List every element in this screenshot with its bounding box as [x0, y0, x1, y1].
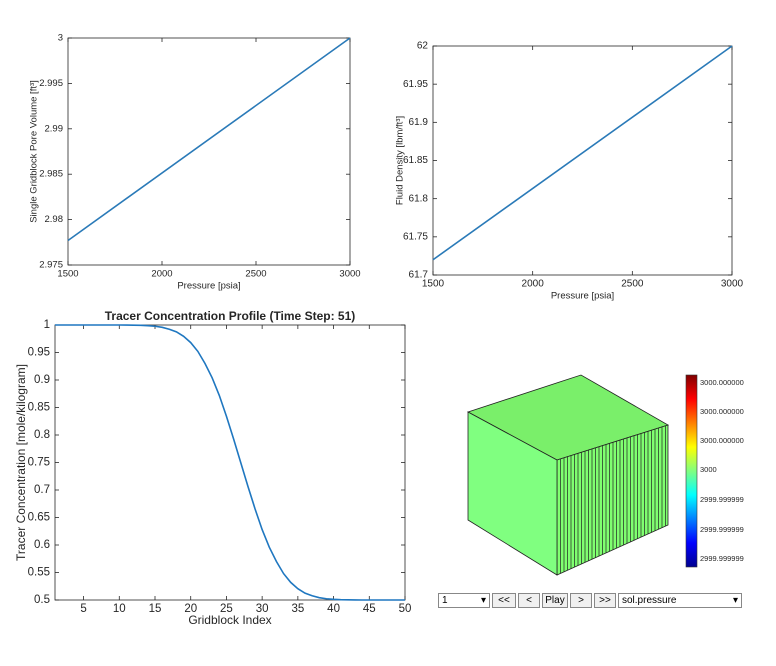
y-tick-label: 62: [417, 41, 429, 52]
x-tick-label: 10: [113, 603, 126, 615]
toolbar-button[interactable]: <<: [492, 593, 516, 608]
x-tick-label: 35: [291, 603, 304, 615]
y-tick-label: 2.995: [39, 78, 63, 89]
toolbar-button[interactable]: >: [570, 593, 592, 608]
x-tick-label: 20: [184, 603, 197, 615]
y-tick-label: 0.5: [34, 594, 50, 606]
data-line: [432, 45, 733, 261]
colorbar-label: 3000.000000: [700, 407, 744, 416]
field-select-text: sol.pressure: [622, 595, 677, 606]
y-tick-label: 61.7: [409, 270, 429, 281]
y-tick-label: 61.95: [403, 79, 428, 90]
y-tick-label: 0.7: [34, 484, 50, 496]
toolbar-button-text: <<: [498, 595, 510, 606]
toolbar-button-text: <: [526, 595, 532, 606]
y-tick-label: 0.9: [34, 374, 50, 386]
x-tick-label: 5: [80, 603, 86, 615]
x-tick-label: 3000: [721, 279, 744, 290]
y-tick-label: 0.6: [34, 539, 50, 551]
colorbar: [685, 374, 698, 568]
x-tick-label: 3000: [339, 269, 360, 280]
step-select-text: 1: [442, 595, 448, 606]
y-tick-label: 1: [44, 319, 50, 331]
y-tick-label: 2.975: [39, 260, 63, 271]
y-tick-label: 61.9: [409, 117, 429, 128]
cube-view: [466, 374, 698, 576]
y-tick-label: 0.75: [28, 457, 50, 469]
dropdown-arrow: ▾: [480, 595, 486, 606]
data-line: [67, 37, 351, 242]
colorbar-label: 3000.000000: [700, 378, 744, 387]
y-tick-label: 3: [58, 33, 63, 44]
dropdown-arrow: ▾: [732, 595, 738, 606]
x-axis-label: Gridblock Index: [188, 613, 271, 627]
x-tick-label: 2000: [522, 279, 545, 290]
y-tick-label: 0.55: [28, 567, 50, 579]
x-axis-label: Pressure [psia]: [177, 281, 240, 292]
x-tick-label: 2500: [245, 269, 266, 280]
plot-area: [432, 45, 733, 276]
x-tick-label: 25: [220, 603, 233, 615]
y-tick-label: 2.985: [39, 169, 63, 180]
x-tick-label: 30: [256, 603, 269, 615]
y-tick-label: 2.99: [45, 123, 64, 134]
field-select[interactable]: sol.pressure ▾: [618, 593, 742, 608]
toolbar-button-text: >: [578, 595, 584, 606]
y-tick-label: 0.95: [28, 347, 50, 359]
y-axis-label: Fluid Density [lbm/ft³]: [395, 116, 406, 205]
plot-area: [67, 37, 351, 266]
chart-title: Tracer Concentration Profile (Time Step:…: [105, 309, 356, 323]
toolbar-button[interactable]: <: [518, 593, 540, 608]
colorbar-label: 2999.999999: [700, 554, 744, 563]
x-tick-label: 2000: [151, 269, 172, 280]
y-tick-label: 2.98: [45, 214, 64, 225]
y-tick-label: 0.85: [28, 402, 50, 414]
colorbar-labels: 3000.000000 3000.000000 3000.000000 3000 299…: [700, 378, 744, 563]
colorbar-label: 3000: [700, 465, 717, 474]
toolbar-button-text: Play: [545, 595, 565, 606]
x-tick-label: 15: [149, 603, 162, 615]
x-tick-label: 2500: [621, 279, 644, 290]
colorbar-label: 3000.000000: [700, 436, 744, 445]
cube-front: [467, 411, 558, 576]
plot-area: [54, 324, 406, 601]
step-select[interactable]: 1 ▾: [438, 593, 490, 608]
colorbar-label: 2999.999999: [700, 525, 744, 534]
colorbar-label: 2999.999999: [700, 495, 744, 504]
x-tick-label: 45: [363, 603, 376, 615]
y-tick-label: 61.75: [403, 231, 428, 242]
x-tick-label: 40: [327, 603, 340, 615]
y-tick-label: 61.85: [403, 155, 428, 166]
x-axis-label: Pressure [psia]: [551, 291, 614, 302]
y-tick-label: 0.8: [34, 429, 50, 441]
x-tick-label: 50: [399, 603, 412, 615]
y-tick-label: 0.65: [28, 512, 50, 524]
y-axis-label: Tracer Concentration [mole/kilogram]: [14, 364, 28, 561]
data-line: [55, 324, 405, 601]
toolbar-button[interactable]: Play: [542, 593, 568, 608]
toolbar-button-text: >>: [599, 595, 611, 606]
x-tick-label: 1500: [422, 279, 445, 290]
y-axis-label: Single Gridblock Pore Volume [ft³]: [29, 80, 40, 223]
y-tick-label: 61.8: [409, 193, 429, 204]
toolbar-button[interactable]: >>: [594, 593, 616, 608]
x-tick-label: 1500: [57, 269, 78, 280]
